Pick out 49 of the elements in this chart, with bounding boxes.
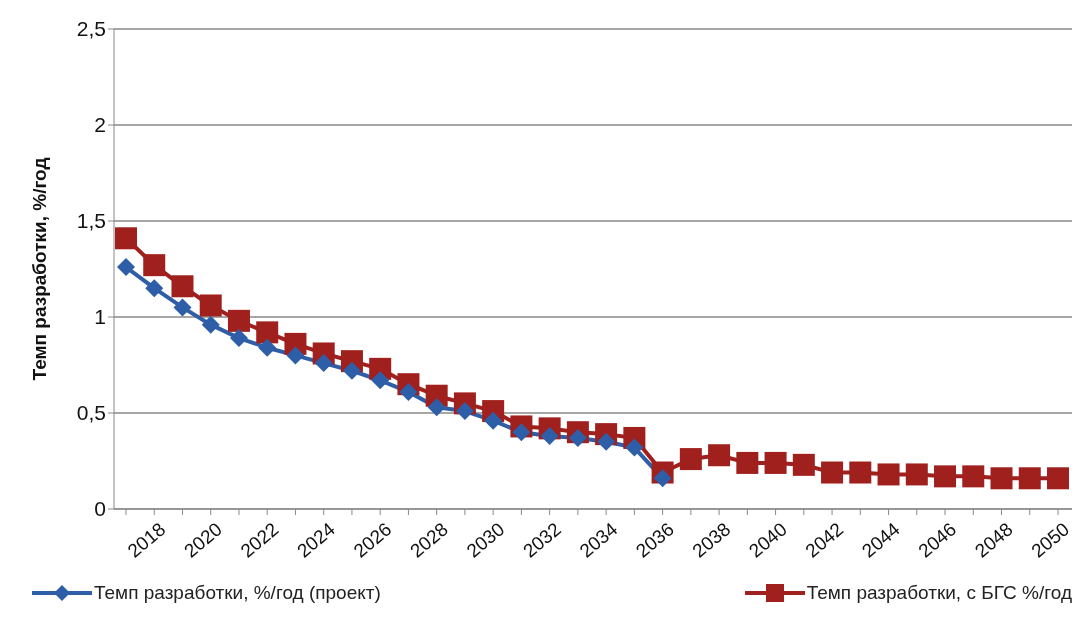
point [371, 371, 390, 390]
point [934, 465, 957, 488]
point [286, 346, 305, 365]
point [201, 315, 220, 334]
y-tick-label: 0,5 [76, 401, 106, 425]
point [258, 338, 277, 357]
point [143, 254, 166, 277]
point [821, 461, 844, 484]
legend-label: Темп разработки, %/год (проект) [94, 582, 381, 604]
point [764, 451, 787, 474]
point [990, 467, 1013, 490]
point [342, 361, 361, 380]
point [455, 402, 474, 421]
point [1047, 467, 1069, 490]
point [399, 382, 418, 401]
point [427, 398, 446, 417]
legend-label: Темп разработки, с БГС %/год [806, 582, 1072, 604]
point [849, 461, 872, 484]
point [708, 444, 731, 467]
point [173, 298, 192, 317]
point [484, 411, 503, 430]
point [171, 275, 194, 298]
point [653, 469, 672, 488]
point [199, 294, 222, 317]
point [229, 329, 248, 348]
point [227, 309, 250, 332]
point [512, 423, 531, 442]
y-tick-label: 2 [94, 113, 106, 137]
point [877, 463, 900, 486]
y-tick-label: 0 [94, 497, 106, 521]
point [568, 428, 587, 447]
point [625, 438, 644, 457]
point [962, 465, 985, 488]
point [540, 427, 559, 446]
y-tick-label: 2,5 [76, 17, 106, 41]
y-tick-label: 1 [94, 305, 106, 329]
point [117, 258, 135, 277]
point [597, 432, 616, 451]
point [115, 227, 137, 250]
point [256, 321, 279, 344]
point [792, 453, 815, 476]
point [905, 463, 928, 486]
y-axis-title: Темп разработки, %/год [28, 157, 50, 381]
point [679, 448, 702, 471]
y-tick-label: 1,5 [76, 209, 106, 233]
point [1018, 467, 1041, 490]
point [145, 279, 164, 298]
point [314, 354, 333, 373]
point [736, 451, 759, 474]
